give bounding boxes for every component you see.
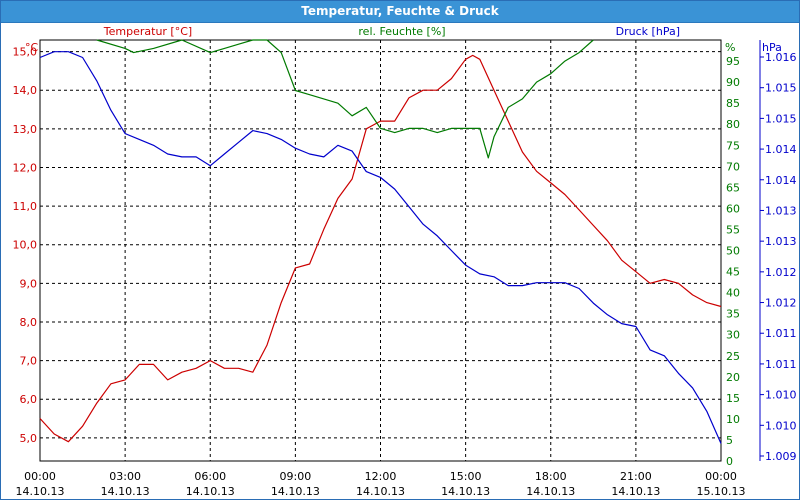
temperature-tick-label: 12,0	[13, 161, 38, 174]
humidity-tick-label: 15	[726, 392, 740, 405]
x-tick-date: 15.10.13	[697, 485, 746, 498]
humidity-tick-label: 35	[726, 308, 740, 321]
humidity-tick-label: 95	[726, 55, 740, 68]
pressure-tick-label: 1.009	[765, 450, 797, 463]
humidity-series-label: rel. Feuchte [%]	[358, 25, 445, 38]
humidity-tick-label: 85	[726, 97, 740, 110]
temperature-tick-label: 9,0	[20, 277, 38, 290]
pressure-tick-label: 1.016	[765, 51, 797, 64]
x-tick-time: 00:00	[24, 470, 56, 483]
x-tick-date: 14.10.13	[271, 485, 320, 498]
pressure-tick-label: 1.013	[765, 204, 797, 217]
humidity-tick-label: 20	[726, 371, 740, 384]
window-title: Temperatur, Feuchte & Druck	[301, 4, 499, 18]
humidity-tick-label: 30	[726, 329, 740, 342]
x-tick-time: 12:00	[365, 470, 397, 483]
pressure-tick-label: 1.015	[765, 82, 797, 95]
humidity-line	[96, 39, 594, 159]
pressure-tick-label: 1.010	[765, 389, 797, 402]
temperature-tick-label: 8,0	[20, 316, 38, 329]
title-bar: Temperatur, Feuchte & Druck	[1, 1, 799, 23]
pressure-tick-label: 1.014	[765, 174, 797, 187]
pressure-tick-label: 1.012	[765, 266, 797, 279]
humidity-tick-label: 65	[726, 181, 740, 194]
temperature-tick-label: 13,0	[13, 123, 38, 136]
pressure-tick-label: 1.010	[765, 419, 797, 432]
x-tick-date: 14.10.13	[441, 485, 490, 498]
humidity-tick-label: 25	[726, 350, 740, 363]
humidity-tick-label: 60	[726, 202, 740, 215]
x-tick-date: 14.10.13	[101, 485, 150, 498]
x-tick-time: 06:00	[194, 470, 226, 483]
humidity-tick-label: 40	[726, 287, 740, 300]
humidity-tick-label: 5	[726, 434, 733, 447]
pressure-tick-label: 1.015	[765, 112, 797, 125]
pressure-tick-label: 1.013	[765, 235, 797, 248]
x-tick-time: 15:00	[450, 470, 482, 483]
humidity-tick-label: 80	[726, 118, 740, 131]
temperature-tick-label: 6,0	[20, 393, 38, 406]
temperature-tick-label: 10,0	[13, 239, 38, 252]
x-tick-time: 18:00	[535, 470, 567, 483]
x-tick-date: 14.10.13	[16, 485, 65, 498]
temperature-tick-label: 7,0	[20, 355, 38, 368]
temperature-line	[39, 54, 722, 443]
x-tick-time: 09:00	[280, 470, 312, 483]
x-tick-date: 14.10.13	[356, 485, 405, 498]
pressure-tick-label: 1.012	[765, 297, 797, 310]
x-tick-time: 21:00	[620, 470, 652, 483]
humidity-tick-label: 0	[726, 455, 733, 468]
temperature-tick-label: 5,0	[20, 432, 38, 445]
humidity-tick-label: 50	[726, 245, 740, 258]
x-tick-time: 03:00	[109, 470, 141, 483]
humidity-tick-label: 10	[726, 413, 740, 426]
pressure-line	[39, 51, 722, 444]
pressure-series-label: Druck [hPa]	[616, 25, 680, 38]
x-tick-date: 14.10.13	[611, 485, 660, 498]
humidity-tick-label: 55	[726, 223, 740, 236]
x-tick-time: 00:00	[705, 470, 737, 483]
pressure-tick-label: 1.011	[765, 327, 797, 340]
pressure-unit-label: hPa	[762, 41, 782, 54]
temperature-series-label: Temperatur [°C]	[103, 25, 192, 38]
x-tick-date: 14.10.13	[526, 485, 575, 498]
pressure-tick-label: 1.014	[765, 143, 797, 156]
pressure-tick-label: 1.011	[765, 358, 797, 371]
temperature-tick-label: 11,0	[13, 200, 38, 213]
humidity-tick-label: 75	[726, 139, 740, 152]
temperature-tick-label: 15,0	[13, 46, 38, 59]
humidity-tick-label: 70	[726, 160, 740, 173]
humidity-tick-label: 45	[726, 266, 740, 279]
temperature-tick-label: 14,0	[13, 84, 38, 97]
humidity-tick-label: 90	[726, 76, 740, 89]
humidity-unit-label: %	[725, 41, 735, 54]
x-tick-date: 14.10.13	[186, 485, 235, 498]
temperature-unit-label: °C	[25, 41, 39, 54]
